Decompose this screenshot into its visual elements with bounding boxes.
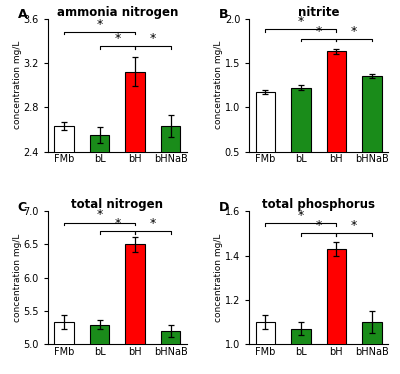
Bar [161, 126, 180, 374]
Bar [90, 135, 109, 374]
Bar [291, 329, 311, 374]
Y-axis label: concentration mg/L: concentration mg/L [13, 41, 22, 129]
Title: total nitrogen: total nitrogen [71, 198, 163, 211]
Title: total phosphorus: total phosphorus [262, 198, 375, 211]
Y-axis label: concentration mg/L: concentration mg/L [13, 233, 22, 322]
Text: D: D [219, 200, 229, 214]
Text: *: * [96, 18, 103, 31]
Bar [256, 322, 275, 374]
Bar [291, 88, 311, 196]
Text: *: * [114, 32, 120, 45]
Bar [161, 331, 180, 374]
Y-axis label: concentration mg/L: concentration mg/L [214, 233, 224, 322]
Text: *: * [96, 208, 103, 221]
Bar [125, 245, 145, 374]
Text: *: * [316, 25, 322, 38]
Bar [327, 249, 346, 374]
Text: *: * [150, 217, 156, 230]
Y-axis label: concentration mg/L: concentration mg/L [214, 41, 224, 129]
Bar [54, 126, 74, 374]
Bar [256, 92, 275, 196]
Text: B: B [219, 8, 228, 21]
Bar [362, 76, 382, 196]
Title: nitrite: nitrite [298, 6, 339, 19]
Text: C: C [18, 200, 26, 214]
Text: *: * [298, 15, 304, 28]
Text: *: * [351, 25, 357, 38]
Bar [327, 52, 346, 196]
Text: *: * [298, 209, 304, 223]
Text: *: * [351, 219, 357, 232]
Bar [90, 325, 109, 374]
Text: *: * [114, 217, 120, 230]
Bar [125, 72, 145, 374]
Bar [54, 322, 74, 374]
Text: *: * [150, 32, 156, 45]
Title: ammonia nitrogen: ammonia nitrogen [57, 6, 178, 19]
Text: A: A [18, 8, 27, 21]
Text: *: * [316, 219, 322, 232]
Bar [362, 322, 382, 374]
